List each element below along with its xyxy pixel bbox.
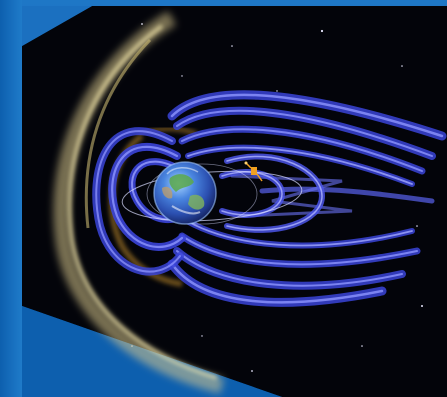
satellite-icon xyxy=(244,161,263,182)
bow-shock xyxy=(53,11,224,394)
magnetosphere-illustration xyxy=(22,6,447,397)
field-lines xyxy=(92,90,447,307)
left-blue-bar xyxy=(0,0,22,397)
earth-icon xyxy=(153,161,217,225)
magnetosphere-svg xyxy=(22,6,447,397)
